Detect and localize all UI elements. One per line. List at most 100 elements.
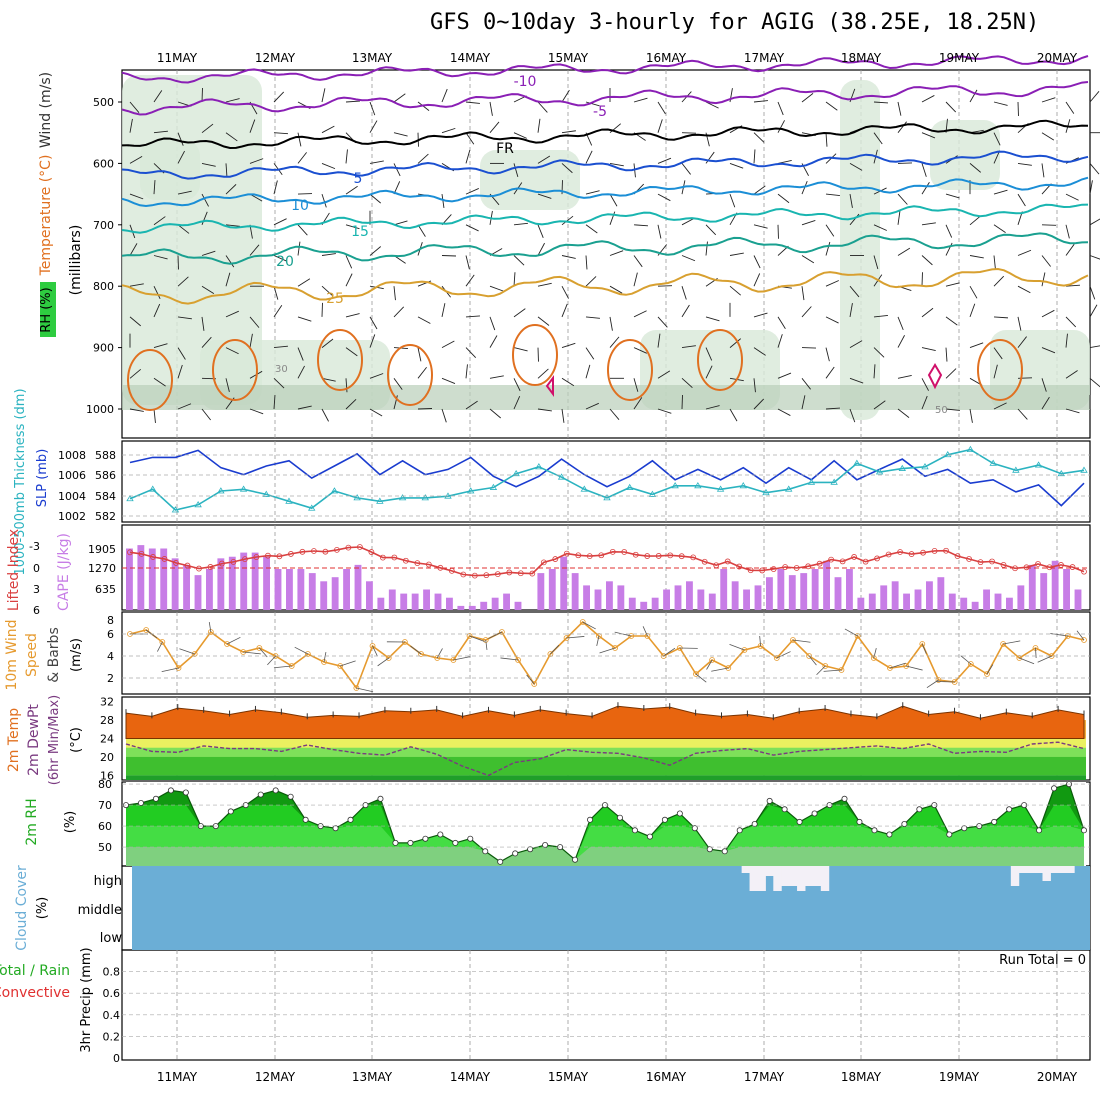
- lifted-index-point: [173, 560, 179, 566]
- slp-frame: [121, 440, 1091, 523]
- wind-barb: [777, 193, 790, 204]
- wind-barb: [777, 120, 785, 133]
- lifted-index-point: [311, 548, 317, 554]
- lifted-index-point: [575, 552, 582, 559]
- lifted-index-point: [747, 567, 754, 574]
- lifted-index-point: [483, 572, 490, 579]
- cape-bar: [446, 597, 453, 610]
- isotherm-30-loop: [387, 344, 433, 406]
- lifted-index-point: [242, 556, 248, 563]
- wind-barb: [921, 378, 929, 391]
- wind-barb: [177, 150, 185, 164]
- wind-barb: [321, 338, 334, 348]
- upper-ytick: 700: [93, 219, 114, 232]
- wind-barb: [729, 252, 744, 256]
- wind-barb: [801, 93, 814, 103]
- wind10-barb: [776, 651, 791, 659]
- wind10-barb: [596, 635, 600, 647]
- date-label-bottom: 11MAY: [157, 1070, 198, 1084]
- wind10-point: [256, 645, 263, 651]
- cape-bar: [1063, 569, 1070, 610]
- wind-barb: [777, 334, 783, 348]
- lifted-index-point: [770, 566, 777, 572]
- wind-barb: [681, 377, 693, 389]
- cape-tick: 1905: [88, 543, 116, 556]
- precip-tick: 0: [113, 1052, 120, 1065]
- cloud-high-bar: [1042, 866, 1051, 881]
- thickness-point: [376, 497, 384, 504]
- wind-barb: [849, 163, 863, 171]
- rh-point: [437, 831, 444, 838]
- wind-barb: [1089, 163, 1100, 175]
- thickness-point: [830, 478, 838, 485]
- lifted-index-point: [276, 553, 283, 560]
- wind-barb: [633, 272, 638, 287]
- wind-barb: [369, 101, 376, 116]
- wind-barb: [273, 286, 279, 300]
- wind-barb: [657, 370, 671, 379]
- rh-point: [497, 858, 504, 865]
- wind10-point: [984, 671, 990, 677]
- wind-barb: [1017, 285, 1031, 294]
- wind10-barb: [1003, 640, 1021, 645]
- wind-barb: [753, 132, 765, 143]
- wind10-point: [870, 655, 877, 661]
- wind-barb: [489, 375, 504, 379]
- wind-barb: [825, 347, 830, 362]
- wind-barb: [849, 303, 853, 317]
- wind-barb: [561, 303, 568, 318]
- wind-barb: [345, 378, 348, 393]
- lifted-index-point: [908, 551, 915, 557]
- wind-barb: [297, 365, 305, 379]
- wind-barb: [417, 224, 426, 237]
- wind-barb: [201, 123, 214, 134]
- lifted-index-point: [667, 552, 674, 559]
- wind-barb: [801, 378, 811, 390]
- rh-point: [901, 821, 908, 828]
- rh-point: [1036, 827, 1043, 834]
- wind-barb: [801, 180, 808, 195]
- wind-barb: [633, 224, 648, 227]
- isotherm-line: [121, 176, 1089, 208]
- wind10-barb: [526, 674, 535, 685]
- cape-bar: [537, 573, 545, 610]
- wind-barb: [969, 285, 978, 299]
- li-tick: 0: [33, 562, 40, 575]
- cloud-high-bar: [773, 866, 782, 891]
- rh-point: [482, 848, 489, 855]
- wind-barb: [993, 402, 1007, 410]
- wind10-barb: [711, 667, 729, 672]
- rh-point: [856, 818, 863, 825]
- lifted-index-point: [690, 554, 697, 561]
- isotherm-label: FR: [496, 141, 514, 157]
- lifted-index-point: [1046, 564, 1053, 571]
- wind-barb: [993, 316, 1008, 319]
- cloud-level-tick: low: [100, 931, 123, 946]
- wind-barb: [609, 250, 624, 256]
- wind-barb: [465, 364, 468, 379]
- wind-barb: [225, 378, 230, 392]
- wind-barb: [633, 397, 643, 410]
- cloud-high-bar: [781, 866, 790, 886]
- isotherm-30-loop: [977, 339, 1023, 401]
- cape-bar: [560, 556, 568, 610]
- wind-barb: [585, 364, 591, 379]
- rh-point: [512, 850, 519, 857]
- cloud-high-bar: [812, 866, 822, 886]
- wind-barb: [369, 334, 376, 348]
- cape-bar: [1017, 585, 1025, 610]
- wind-barb: [249, 333, 253, 348]
- lifted-index-point: [862, 558, 869, 565]
- wind-barb: [273, 255, 287, 262]
- wind-tick: 8: [107, 614, 114, 627]
- wind-barb: [609, 408, 620, 421]
- dewpt-label: 2m DewPt: [26, 704, 42, 776]
- cape-bar: [857, 597, 865, 610]
- wind10-barb: [485, 639, 488, 651]
- cloud-high-bar: [1050, 866, 1059, 873]
- wind10-point: [1016, 655, 1023, 661]
- cape-bar: [228, 556, 236, 610]
- wind10-barb: [410, 645, 422, 655]
- thickness-point: [398, 494, 407, 501]
- wind-barb: [249, 119, 256, 133]
